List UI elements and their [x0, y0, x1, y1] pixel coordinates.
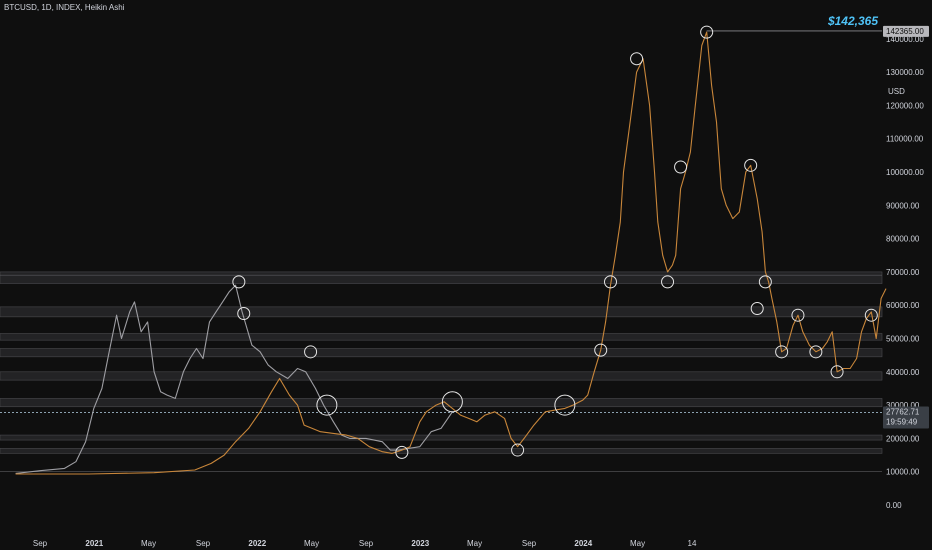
time-tick-label: 2022: [248, 539, 266, 548]
time-tick-label: Sep: [196, 539, 211, 548]
time-tick-label: Sep: [359, 539, 374, 548]
time-tick-label: Sep: [33, 539, 48, 548]
price-axis: USD 0.00 10000.00 20000.00 30000.00 40000.00 5…: [886, 35, 924, 510]
support-zone-1: [0, 306, 883, 318]
price-tick-label: 30000.00: [886, 401, 920, 410]
chart-header: BTCUSD, 1D, INDEX, Heikin Ashi: [4, 3, 125, 12]
support-zone-7: [0, 448, 883, 454]
time-axis: Sep 2021 May Sep 2022 May Sep 2023 May Sep 2024 May…: [33, 539, 697, 548]
time-tick-label: 14: [688, 539, 697, 548]
price-tick-label: 50000.00: [886, 335, 920, 344]
price-series: [15, 31, 887, 475]
support-zone-3: [0, 348, 883, 358]
support-zone-4: [0, 371, 883, 381]
price-axis-unit: USD: [888, 87, 905, 96]
pivot-marker-9: [604, 275, 617, 289]
pivot-marker-13: [700, 25, 714, 39]
time-tick-label: 2021: [85, 539, 103, 548]
pivot-marker-15: [758, 275, 772, 289]
pivot-marker-8: [594, 343, 608, 357]
time-tick-label: May: [630, 539, 645, 548]
current-price-tag: [883, 406, 929, 429]
pivot-marker-6: [511, 443, 525, 457]
pivot-marker-21: [864, 308, 878, 322]
guide-lines: [0, 30, 882, 473]
pivot-markers: [232, 25, 878, 459]
pivot-marker-10: [630, 52, 644, 66]
price-tick-label: 130000.00: [886, 68, 924, 77]
price-tick-label: 110000.00: [886, 135, 924, 144]
support-zone-6: [0, 434, 883, 441]
target-price-label: $142,365: [827, 14, 878, 28]
pivot-marker-4: [395, 445, 409, 459]
price-tick-label: 70000.00: [886, 268, 920, 277]
pivot-marker-11: [661, 275, 675, 289]
pivot-marker-20: [830, 365, 844, 379]
pivot-marker-12: [674, 160, 688, 174]
time-tick-label: May: [304, 539, 319, 548]
current-price-text: 27762.71: [886, 408, 920, 417]
target-price-tag: [883, 25, 929, 37]
pivot-marker-3: [316, 394, 338, 416]
support-zones: [0, 271, 883, 454]
pivot-marker-14: [744, 158, 758, 172]
price-tick-label: 0.00: [886, 501, 902, 510]
price-tick-label: 40000.00: [886, 368, 920, 377]
bar-countdown-text: 19:59:49: [886, 418, 918, 427]
time-tick-label: May: [467, 539, 482, 548]
pivot-marker-1: [237, 307, 251, 321]
price-tick-label: 90000.00: [886, 201, 920, 210]
pivot-marker-7: [554, 394, 576, 416]
series-history-line[interactable]: [15, 284, 453, 474]
pivot-marker-2: [304, 345, 318, 359]
pivot-marker-5: [441, 391, 463, 413]
pivot-marker-17: [775, 345, 789, 359]
pivot-marker-19: [809, 345, 823, 359]
support-zone-0: [0, 271, 883, 284]
price-tick-label: 20000.00: [886, 434, 920, 443]
time-tick-label: 2023: [411, 539, 429, 548]
support-zone-2: [0, 333, 883, 341]
series-projection-line[interactable]: [15, 31, 887, 475]
price-tick-label: 80000.00: [886, 235, 920, 244]
price-tick-label: 100000.00: [886, 168, 924, 177]
price-tick-label: 60000.00: [886, 301, 920, 310]
pivot-marker-18: [791, 308, 805, 322]
pivot-marker-0: [232, 275, 246, 289]
pivot-marker-16: [750, 302, 764, 316]
time-tick-label: Sep: [522, 539, 537, 548]
price-tick-label: 120000.00: [886, 101, 924, 110]
time-tick-label: 2024: [574, 539, 592, 548]
price-tick-label: 10000.00: [886, 468, 920, 477]
target-price-tag-text: 142365.00: [886, 27, 924, 36]
time-tick-label: May: [141, 539, 156, 548]
price-tick-label: 140000.00: [886, 35, 924, 44]
